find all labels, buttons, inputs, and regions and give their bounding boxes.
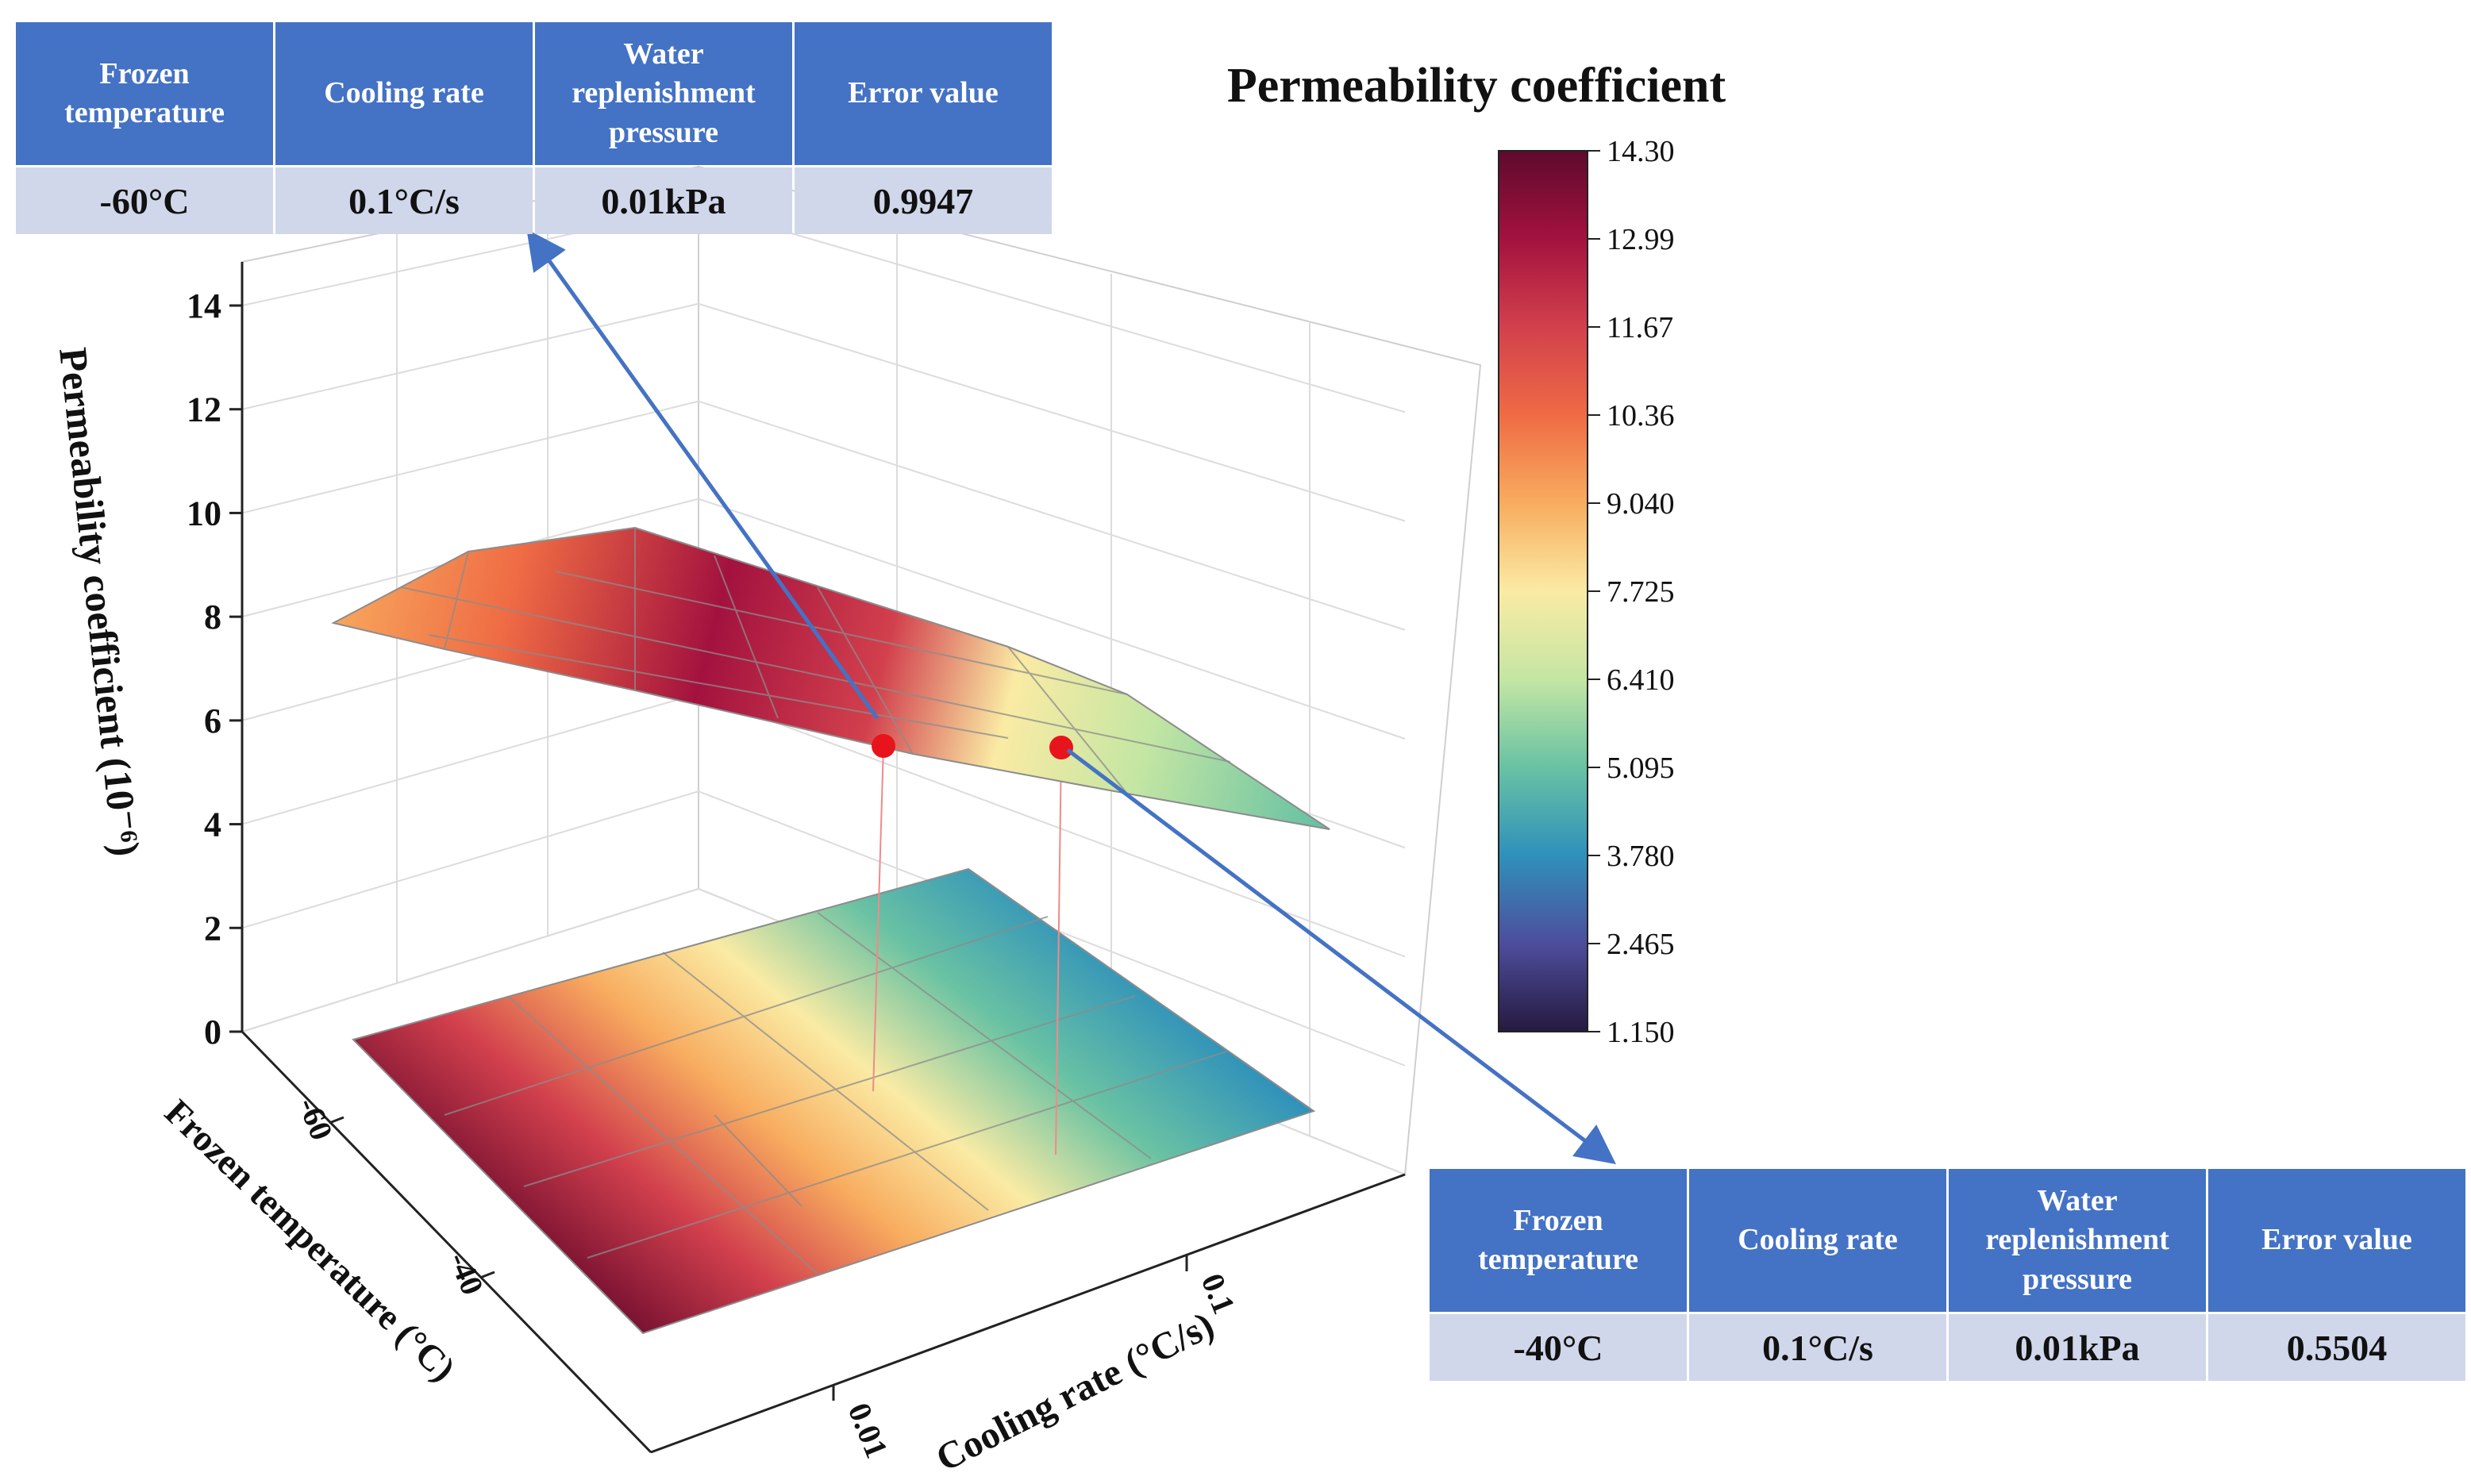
table-value-row: -60°C 0.1°C/s 0.01kPa 0.9947 xyxy=(16,167,1052,234)
colorbar-tick-label: 11.67 xyxy=(1607,311,1673,344)
z-grid-line xyxy=(241,498,1406,740)
chart-title: Permeability coefficient xyxy=(1227,59,1726,113)
floor-mesh xyxy=(444,912,1227,1274)
z-tick-label: 8 xyxy=(204,598,221,636)
z-tick-label: 4 xyxy=(204,805,221,844)
colorbar-tick-label: 7.725 xyxy=(1607,575,1675,609)
colorbar-tick-label: 2.465 xyxy=(1607,928,1675,961)
surface-mesh xyxy=(400,528,1231,794)
arrow-to-top-table xyxy=(526,229,879,720)
table-value-row: -40°C 0.1°C/s 0.01kPa 0.5504 xyxy=(1430,1314,2465,1381)
z-grid-line xyxy=(241,790,1406,1067)
header-water-pressure: Water replenishment pressure xyxy=(535,22,792,165)
colorbar-ticks: 14.30 12.99 11.67 10.36 9.040 7.725 6.410 5.095… xyxy=(1588,135,1675,1049)
header-cooling-rate: Cooling rate xyxy=(1689,1169,1946,1312)
header-frozen-temperature: Frozen temperature xyxy=(1430,1169,1687,1312)
highlight-point xyxy=(872,734,895,758)
colorbar-tick-label: 1.150 xyxy=(1607,1016,1675,1049)
colorbar-tick-label: 6.410 xyxy=(1607,663,1675,697)
z-tick-label: 6 xyxy=(204,702,221,740)
colorbar xyxy=(1498,150,1588,1032)
floor-projection xyxy=(352,867,1316,1335)
z-ticks: 0 2 4 6 8 10 12 14 xyxy=(187,286,242,1051)
value-cooling-rate: 0.1°C/s xyxy=(275,167,533,234)
header-frozen-temperature: Frozen temperature xyxy=(16,22,273,165)
value-frozen-temperature: -40°C xyxy=(1430,1314,1687,1381)
z-tick-label: 10 xyxy=(187,494,221,532)
z-axis-title: Permeability coefficient (10⁻⁶) xyxy=(51,345,148,858)
colorbar-tick-label: 12.99 xyxy=(1607,223,1675,256)
table-header-row: Frozen temperature Cooling rate Water repl… xyxy=(16,22,1052,165)
z-grid-line xyxy=(241,400,1406,631)
value-cooling-rate: 0.1°C/s xyxy=(1689,1314,1946,1381)
z-tick-label: 2 xyxy=(204,909,221,948)
value-error-value: 0.5504 xyxy=(2208,1314,2465,1381)
value-error-value: 0.9947 xyxy=(795,167,1052,234)
value-water-pressure: 0.01kPa xyxy=(535,167,792,234)
y-tick-label: 0.01 xyxy=(841,1398,895,1463)
bottom-info-table: Frozen temperature Cooling rate Water repl… xyxy=(1427,1167,2468,1383)
colorbar-tick-label: 14.30 xyxy=(1607,135,1675,168)
header-cooling-rate: Cooling rate xyxy=(275,22,533,165)
table-header-row: Frozen temperature Cooling rate Water repl… xyxy=(1430,1169,2465,1312)
value-water-pressure: 0.01kPa xyxy=(1949,1314,2206,1381)
z-tick-label: 0 xyxy=(204,1013,221,1051)
header-error-value: Error value xyxy=(795,22,1052,165)
colorbar-tick-label: 3.780 xyxy=(1607,840,1675,873)
x-axis-line xyxy=(241,1030,652,1454)
callout-arrows xyxy=(526,229,1616,1165)
x-tick-mark xyxy=(329,1116,344,1125)
highlight-point xyxy=(1049,736,1073,759)
x-tick-mark xyxy=(479,1271,495,1279)
y-axis-line xyxy=(650,1173,1406,1454)
value-frozen-temperature: -60°C xyxy=(16,167,273,234)
axis-lines xyxy=(241,262,1406,1454)
highlighted-points xyxy=(872,734,1073,759)
header-water-pressure: Water replenishment pressure xyxy=(1949,1169,2206,1312)
arrow-to-bottom-table xyxy=(1066,748,1616,1165)
header-error-value: Error value xyxy=(2208,1169,2465,1312)
top-info-table: Frozen temperature Cooling rate Water repl… xyxy=(13,20,1054,236)
z-tick-label: 14 xyxy=(187,286,221,325)
z-tick-label: 12 xyxy=(187,390,221,429)
z-grid-line xyxy=(241,302,1406,522)
colorbar-tick-label: 9.040 xyxy=(1607,487,1675,521)
drop-lines xyxy=(872,745,1062,1155)
colorbar-tick-label: 5.095 xyxy=(1607,752,1675,785)
colorbar-tick-label: 10.36 xyxy=(1607,399,1675,433)
